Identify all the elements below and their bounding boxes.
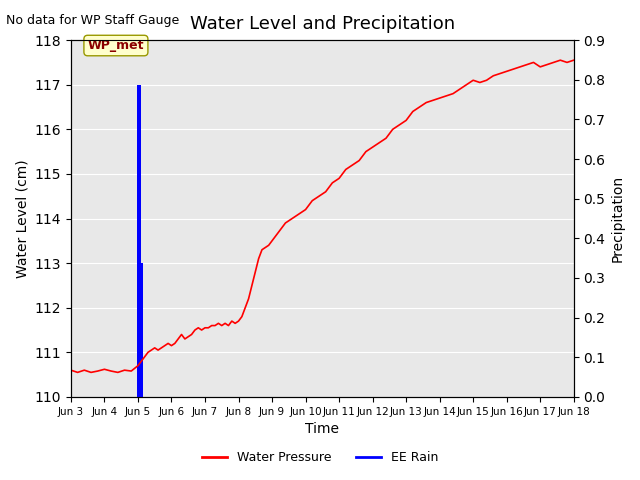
Y-axis label: Precipitation: Precipitation: [611, 175, 625, 262]
Y-axis label: Water Level (cm): Water Level (cm): [15, 159, 29, 278]
Bar: [140, 263, 143, 397]
Legend: Water Pressure, EE Rain: Water Pressure, EE Rain: [196, 446, 444, 469]
Bar: [138, 84, 141, 397]
Bar: [136, 84, 140, 397]
Text: No data for WP Staff Gauge: No data for WP Staff Gauge: [6, 14, 180, 27]
Text: WP_met: WP_met: [88, 39, 144, 52]
Title: Water Level and Precipitation: Water Level and Precipitation: [189, 15, 455, 33]
X-axis label: Time: Time: [305, 422, 339, 436]
